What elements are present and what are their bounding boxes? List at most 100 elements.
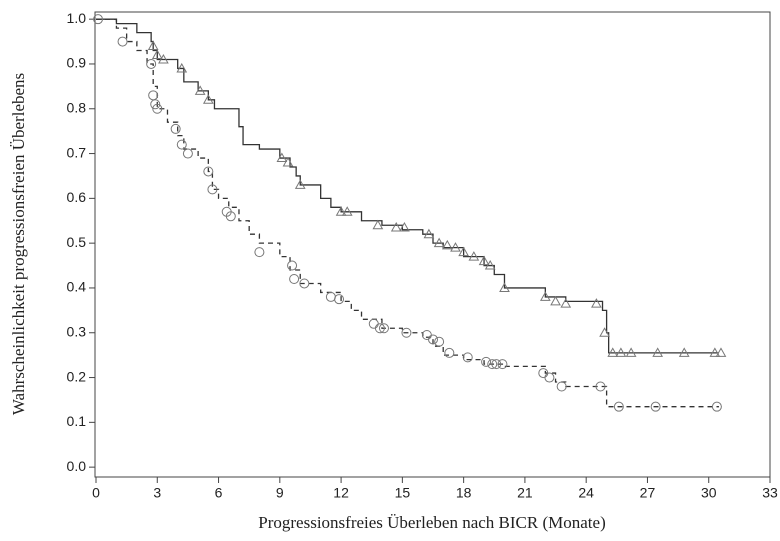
censor-marker [399,221,410,232]
censor-marker [334,294,345,305]
censor-marker [176,62,188,73]
survival-curve [96,18,719,408]
censor-marker [335,206,347,216]
censor-marker [711,401,722,412]
censor-marker [613,401,624,412]
y-tick-label: 0.5 [67,234,87,250]
censor-marker [150,99,161,110]
censor-marker [433,237,445,248]
censor-marker [294,179,306,189]
censor-marker [299,278,310,289]
censor-marker [368,318,379,329]
x-tick-label: 18 [456,485,472,501]
x-tick-label: 12 [333,485,349,501]
x-tick-label: 15 [395,485,411,501]
censor-marker [652,347,664,357]
censor-marker [625,347,637,357]
censor-marker [225,211,236,222]
censor-marker [176,139,187,150]
censor-marker [497,359,508,370]
x-tick-label: 24 [578,485,594,501]
censor-marker [462,352,473,363]
censor-marker [254,247,265,258]
censor-marker [202,94,214,104]
y-tick-label: 0.2 [67,368,87,384]
censor-marker [450,242,461,252]
censor-marker [341,206,353,216]
censor-marker [499,282,510,292]
y-tick-label: 0.7 [67,144,87,160]
censor-marker [152,103,163,114]
censor-marker [444,347,455,358]
y-tick-label: 0.4 [67,279,87,295]
x-axis-label: Progressionsfreies Überleben nach BICR (… [258,513,605,532]
censor-marker [468,251,480,261]
y-tick-label: 1.0 [67,10,87,26]
censor-marker [401,327,412,338]
y-tick-label: 0.3 [67,323,87,339]
censor-marker [423,228,435,239]
censor-marker [428,334,438,345]
censor-marker [146,58,157,69]
censor-marker [599,327,610,337]
censor-marker [203,166,214,177]
censor-marker [478,255,490,266]
x-tick-label: 6 [215,485,223,501]
x-tick-label: 30 [701,485,717,501]
censor-marker [117,36,128,47]
censor-marker [607,347,619,357]
x-tick-label: 9 [276,485,284,501]
censor-marker [170,123,181,134]
censor-marker [591,298,602,308]
censor-marker [276,152,288,163]
censor-marker [715,347,727,357]
y-tick-label: 0.9 [67,55,87,71]
survival-curve [96,18,719,354]
censor-marker [595,381,606,392]
censor-marker [289,273,300,284]
y-tick-label: 0.1 [67,413,87,429]
plot-frame [94,11,771,478]
censor-marker [556,381,567,392]
x-tick-label: 27 [640,485,656,501]
censor-marker [421,329,432,340]
censor-marker [441,239,453,250]
censor-marker [615,347,627,357]
censor-marker [374,323,385,334]
censor-marker [709,347,721,357]
censor-marker [481,356,492,367]
censor-marker [560,298,572,308]
censor-marker [158,53,169,64]
censor-marker [550,295,561,306]
x-tick-label: 0 [92,485,100,501]
x-tick-label: 21 [517,485,533,501]
y-tick-label: 0.8 [67,99,87,115]
x-tick-label: 33 [762,485,778,501]
censor-marker [390,221,402,232]
y-tick-label: 0.0 [67,458,87,474]
censor-marker [372,219,384,230]
censor-marker [458,246,469,257]
censor-marker [434,336,445,347]
censor-marker [491,359,502,370]
censor-marker [182,148,193,159]
censor-marker [148,90,159,101]
censor-marker [287,260,298,271]
censor-marker [147,40,159,51]
y-tick-label: 0.6 [67,189,87,205]
censor-marker [378,323,389,334]
censor-marker [539,291,551,301]
censor-marker [678,347,690,357]
censor-marker [282,157,294,167]
censor-marker [484,260,496,270]
censor-marker [487,359,498,370]
x-tick-label: 3 [153,485,161,501]
censor-marker [650,401,661,412]
censor-marker [151,49,163,60]
censor-marker [93,14,104,25]
censor-marker [207,184,218,195]
censor-marker [544,372,555,383]
censor-marker [325,291,336,302]
y-axis-label: Wahrscheinlichkeit progressionsfreien Üb… [9,73,28,415]
